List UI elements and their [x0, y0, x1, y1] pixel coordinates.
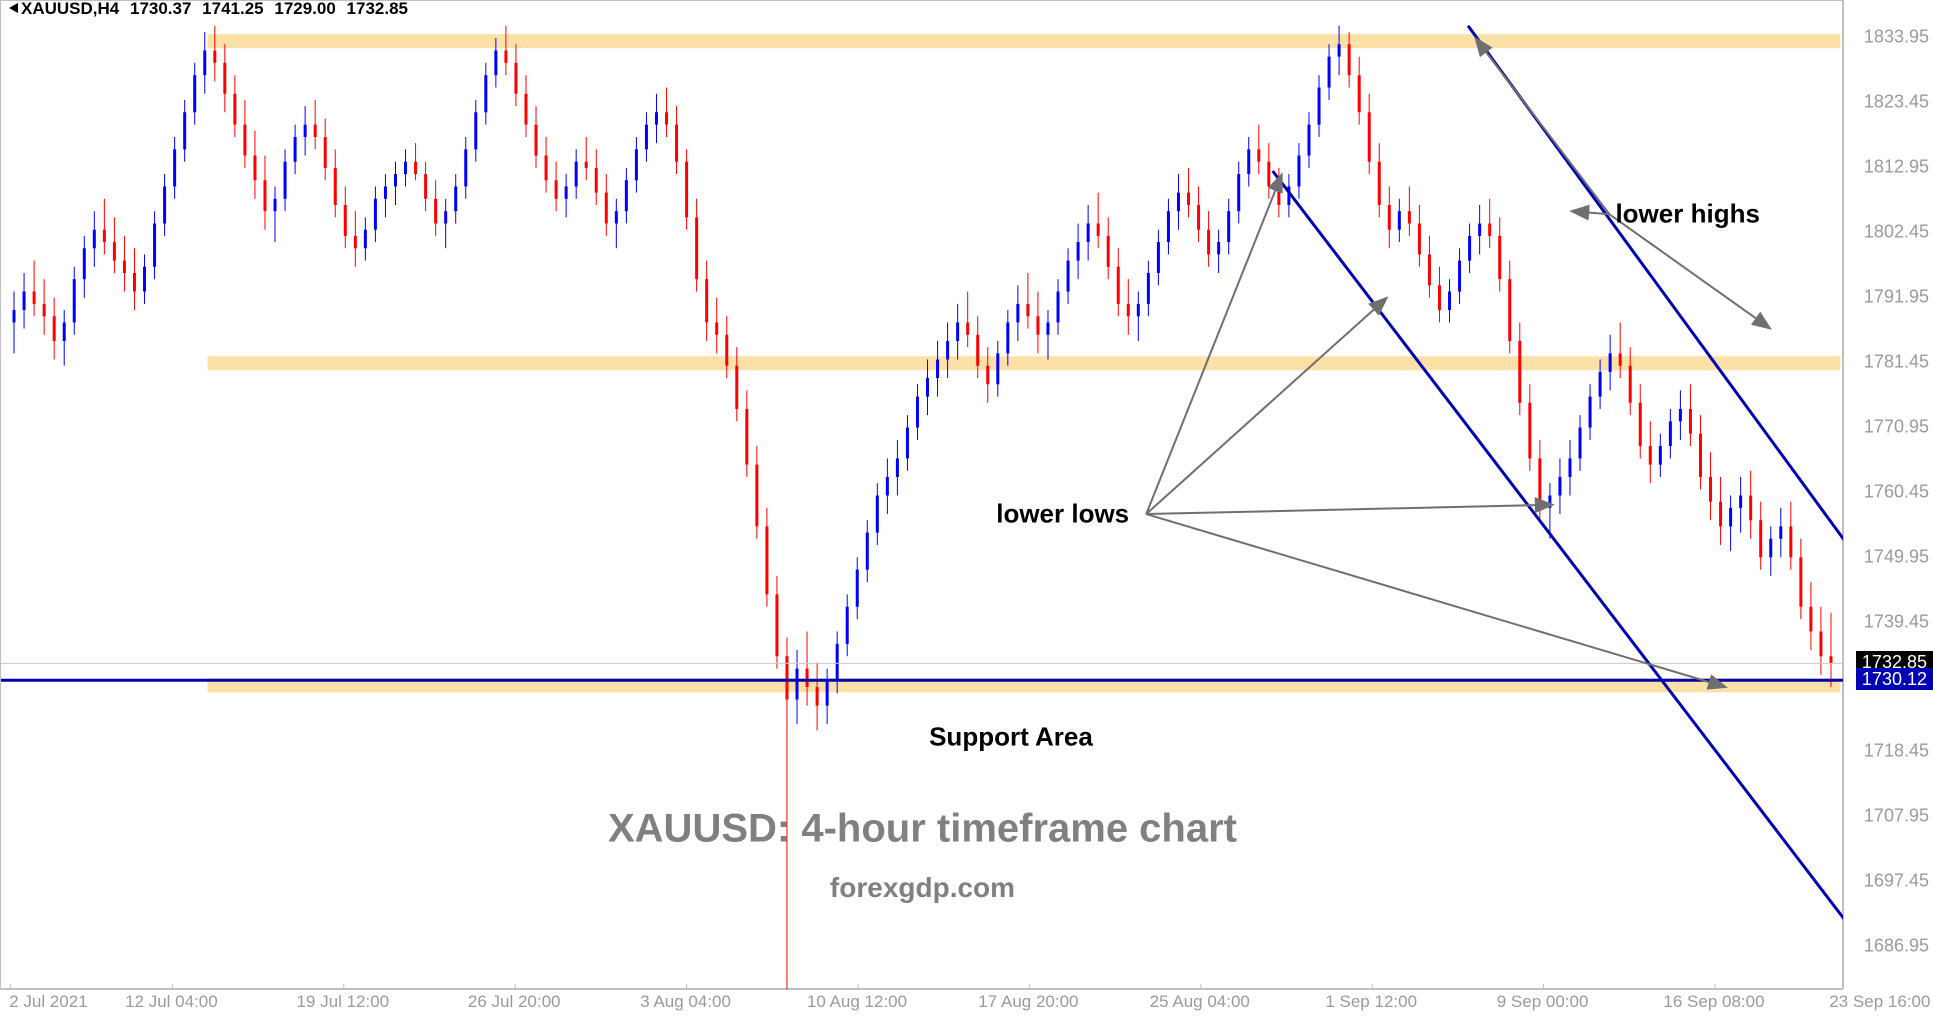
- y-axis: 1833.95 1823.45 1812.95 1802.45 1791.95 1781.…: [1843, 0, 1933, 989]
- y-axis-tick: 1707.95: [1864, 806, 1929, 827]
- ticker-low: 1729.00: [274, 0, 335, 18]
- x-axis-tick: 19 Jul 12:00: [296, 992, 389, 1012]
- x-axis-tick: 16 Sep 08:00: [1663, 992, 1764, 1012]
- y-axis-tick: 1823.45: [1864, 92, 1929, 113]
- ticker-readout: XAUUSD,H4 1730.37 1741.25 1729.00 1732.8…: [3, 0, 408, 19]
- x-axis: 2 Jul 2021 12 Jul 04:00 19 Jul 12:00 26 Jul…: [0, 989, 1843, 1023]
- x-axis-tick: 12 Jul 04:00: [125, 992, 218, 1012]
- x-axis-tick: 9 Sep 00:00: [1497, 992, 1589, 1012]
- price-support-badge: 1730.12: [1856, 668, 1933, 690]
- y-axis-tick: 1760.45: [1864, 481, 1929, 502]
- ticker-symbol: XAUUSD,H4: [21, 0, 119, 18]
- x-axis-tick: 17 Aug 20:00: [978, 992, 1078, 1012]
- ticker-high: 1741.25: [202, 0, 263, 18]
- x-axis-tick: 10 Aug 12:00: [807, 992, 907, 1012]
- y-axis-tick: 1686.95: [1864, 936, 1929, 957]
- annotation-support-area: Support Area: [929, 721, 1093, 752]
- y-axis-tick: 1791.95: [1864, 287, 1929, 308]
- y-axis-tick: 1781.45: [1864, 351, 1929, 372]
- y-axis-tick: 1749.95: [1864, 546, 1929, 567]
- plot-area[interactable]: XAUUSD,H4 1730.37 1741.25 1729.00 1732.8…: [0, 0, 1843, 989]
- y-axis-tick: 1739.45: [1864, 611, 1929, 632]
- x-axis-tick: 25 Aug 04:00: [1150, 992, 1250, 1012]
- y-axis-tick: 1718.45: [1864, 741, 1929, 762]
- chart-title: XAUUSD: 4-hour timeframe chart: [608, 807, 1237, 852]
- ticker-open: 1730.37: [130, 0, 191, 18]
- annotation-lower-highs: lower highs: [1615, 199, 1759, 230]
- chart-container: XAUUSD,H4 1730.37 1741.25 1729.00 1732.8…: [0, 0, 1933, 1023]
- y-axis-tick: 1802.45: [1864, 222, 1929, 243]
- y-axis-tick: 1812.95: [1864, 157, 1929, 178]
- x-axis-tick: 23 Sep 16:00: [1829, 992, 1930, 1012]
- x-axis-tick: 26 Jul 20:00: [468, 992, 561, 1012]
- y-axis-tick: 1833.95: [1864, 27, 1929, 48]
- annotation-lower-lows: lower lows: [996, 499, 1129, 530]
- collapse-triangle-icon: [9, 3, 18, 13]
- y-axis-tick: 1770.95: [1864, 416, 1929, 437]
- chart-subtitle: forexgdp.com: [830, 872, 1015, 904]
- y-axis-tick: 1697.45: [1864, 871, 1929, 892]
- ticker-close: 1732.85: [347, 0, 408, 18]
- x-axis-tick: 3 Aug 04:00: [640, 992, 731, 1012]
- x-axis-tick: 1 Sep 12:00: [1325, 992, 1417, 1012]
- x-axis-tick: 2 Jul 2021: [9, 992, 87, 1012]
